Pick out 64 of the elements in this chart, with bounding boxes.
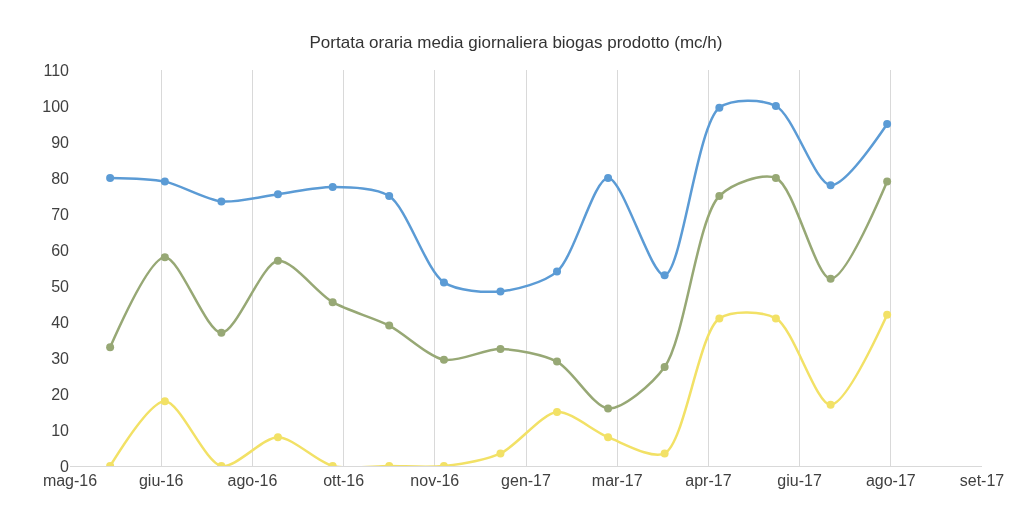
point [106,343,115,352]
point [604,404,613,413]
point [715,314,724,323]
y-tick-label: 80 [51,169,70,187]
y-tick-label: 50 [51,277,70,295]
y-tick-label: 60 [51,241,70,259]
y-tick-label: 70 [51,205,70,223]
x-tick-label: set-17 [959,472,1005,490]
point [273,433,282,442]
point [883,310,892,319]
x-tick-label: ott-16 [323,472,365,490]
x-tick-label: ago-16 [227,472,278,490]
point [660,449,669,458]
x-tick-label: nov-16 [410,472,460,490]
point [106,174,115,182]
y-tick-label: 40 [51,313,70,331]
point [496,345,505,353]
y-tick-label: 20 [51,385,70,403]
y-tick-label: 100 [42,97,70,115]
point [771,174,780,182]
point [553,408,562,416]
point [328,183,337,191]
point [883,120,892,128]
point [771,102,780,110]
point [826,400,835,409]
point [385,192,394,200]
y-tick-label: 110 [43,61,70,79]
point [660,363,669,371]
y-tick-label: 10 [51,421,70,439]
x-tick-label: gen-17 [501,472,552,490]
point [217,197,226,206]
point [439,278,448,287]
point [553,267,562,276]
point [715,103,724,112]
x-tick-label: mag-16 [42,472,98,490]
point [883,177,892,186]
y-tick-label: 90 [51,133,70,151]
chart-title: Portata oraria media giornaliera biogas prodotto (mc/h) [309,33,723,53]
point [715,192,724,200]
point [553,357,562,366]
point [496,449,505,458]
point [328,298,337,307]
point [826,274,835,283]
point [273,256,282,265]
x-tick-label: giu-17 [777,472,822,490]
point [160,177,169,186]
point [160,253,169,262]
point [385,321,394,330]
point [826,181,835,190]
y-tick-label: 0 [60,457,70,475]
point [496,287,505,296]
x-tick-label: mar-17 [591,472,643,490]
point [660,271,669,280]
point [217,328,226,337]
y-tick-label: 30 [51,349,70,367]
point [604,433,613,442]
x-tick-label: ago-17 [865,472,916,490]
point [771,314,780,323]
x-tick-label: giu-16 [138,472,184,490]
x-tick-label: apr-17 [685,472,732,490]
point [160,397,169,406]
point [439,355,448,364]
point [604,174,613,182]
point [273,190,282,199]
